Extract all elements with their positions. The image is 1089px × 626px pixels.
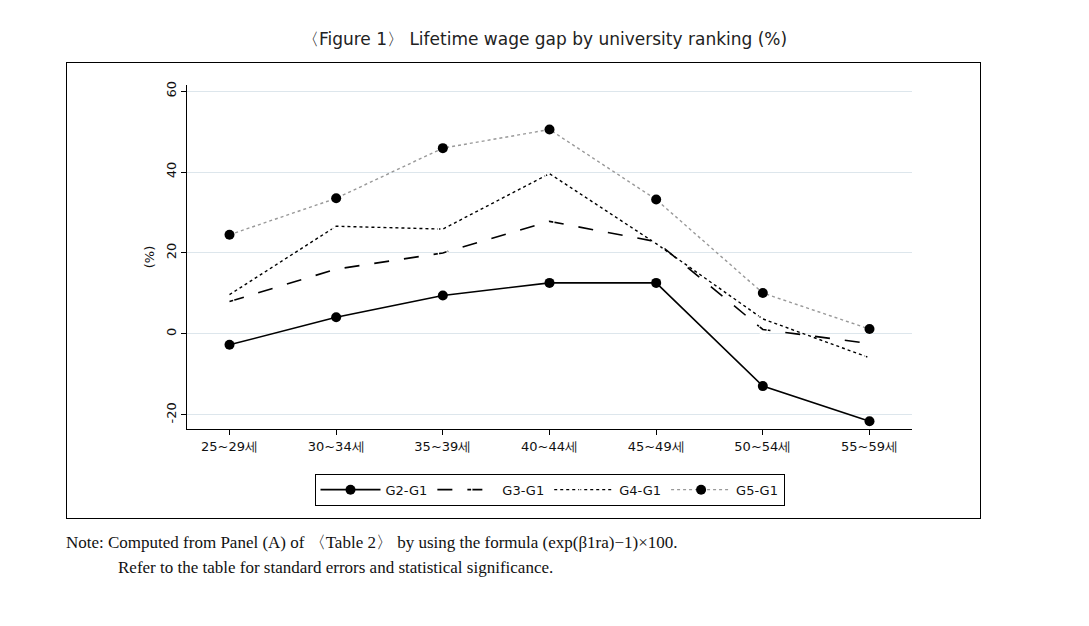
svg-text:30~34세: 30~34세 [308,439,365,454]
svg-text:G5-G1: G5-G1 [736,483,778,498]
svg-text:-20: -20 [164,402,179,423]
html-text:Note: Computed from Panel (A): Note: Computed from Panel (A) of 〈Table … [66,533,678,552]
svg-text:40~44세: 40~44세 [521,439,578,454]
svg-text:25~29세: 25~29세 [201,439,258,454]
svg-text:45~49세: 45~49세 [628,439,685,454]
svg-text:60: 60 [164,81,179,98]
svg-text:0: 0 [164,328,179,336]
svg-text:G4-G1: G4-G1 [619,483,661,498]
svg-text:(%): (%) [142,246,157,269]
svg-text:40: 40 [164,162,179,179]
svg-text:35~39세: 35~39세 [414,439,471,454]
svg-text:50~54세: 50~54세 [734,439,791,454]
html-text:Refer to the table for standar: Refer to the table for standard errors a… [118,558,554,577]
svg-text:G2-G1: G2-G1 [386,483,428,498]
svg-text:G3-G1: G3-G1 [502,483,544,498]
html-text:〈Figure 1〉 Lifetime wage gap b: 〈Figure 1〉 Lifetime wage gap by universi… [301,29,788,49]
svg-text:55~59세: 55~59세 [841,439,898,454]
svg-text:20: 20 [164,243,179,260]
